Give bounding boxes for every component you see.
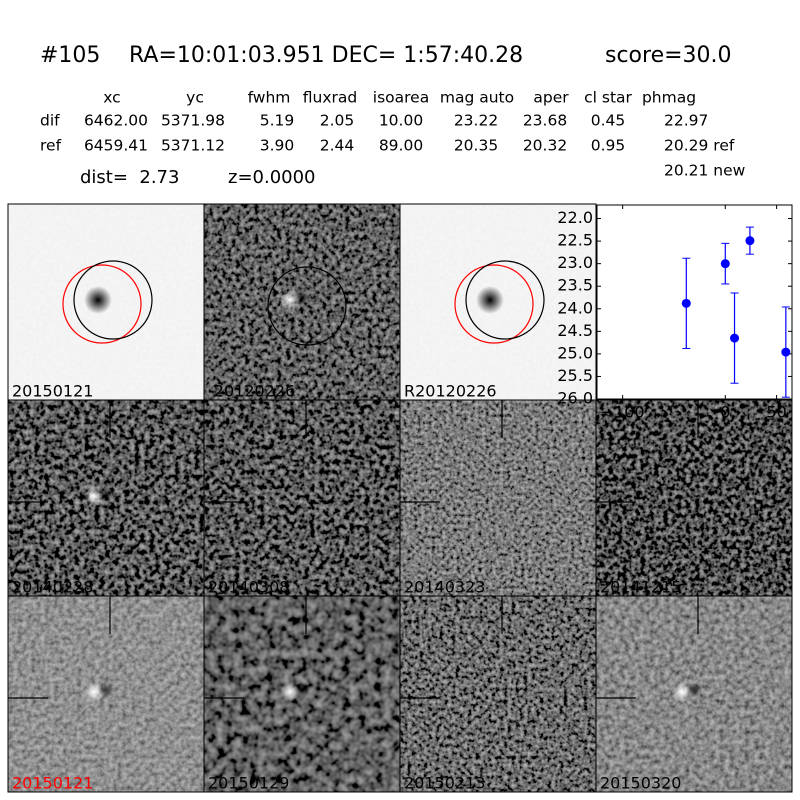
- image-panel: [400, 596, 596, 792]
- aperture-ref: [454, 264, 534, 344]
- table-cell: 0.95: [591, 137, 626, 155]
- table-cell: 6459.41: [84, 137, 148, 155]
- table-cell: 3.90: [260, 137, 295, 155]
- source-blob: [84, 286, 112, 314]
- x-tick-label: 50: [766, 403, 786, 422]
- column-header: xc: [103, 89, 120, 107]
- row-label: ref: [40, 137, 62, 155]
- panel-label: 20140228: [12, 578, 93, 597]
- data-point: [730, 333, 740, 343]
- y-tick-label: 22.0: [557, 208, 593, 227]
- panel-label: -20120226: [208, 382, 295, 401]
- column-header: aper: [533, 89, 569, 107]
- image-panel: [596, 400, 792, 596]
- table-cell: 0.45: [591, 112, 626, 130]
- column-header: phmag: [642, 89, 696, 107]
- y-tick-label: 23.0: [557, 253, 593, 272]
- panel-label: 20150121: [12, 382, 93, 401]
- column-header: yc: [186, 89, 204, 107]
- panel-label: 20150121: [12, 774, 93, 793]
- table-cell: 5371.98: [161, 112, 225, 130]
- y-tick-label: 24.0: [557, 298, 593, 317]
- table-cell: 23.68: [523, 112, 567, 130]
- panel-label: 20150129: [208, 774, 289, 793]
- plot-area: [596, 204, 793, 400]
- column-header: fwhm: [248, 89, 291, 107]
- y-tick-label: 25.0: [557, 343, 593, 362]
- y-tick-label: 22.5: [557, 231, 593, 250]
- image-panel: [204, 400, 400, 596]
- y-tick-label: 23.5: [557, 276, 593, 295]
- redshift: z=0.0000: [228, 167, 316, 188]
- aperture: [267, 266, 347, 346]
- table-cell: 5371.12: [161, 137, 225, 155]
- table-cell: 6462.00: [84, 112, 148, 130]
- data-point: [781, 347, 791, 357]
- source-shadow: [98, 486, 114, 502]
- panel-label: 20140323: [404, 578, 485, 597]
- column-header: cl star: [584, 89, 632, 107]
- table-cell: 5.19: [260, 112, 295, 130]
- source-blob: [476, 286, 504, 314]
- distance: dist= 2.73: [80, 167, 179, 188]
- row-label: dif: [40, 112, 60, 130]
- image-panel: [400, 400, 596, 596]
- source-shadow: [98, 682, 114, 698]
- column-header: mag auto: [440, 89, 514, 107]
- panel-label: 20150320: [600, 774, 681, 793]
- object-id: #105: [40, 43, 100, 68]
- table-cell: 20.29 ref: [664, 137, 735, 155]
- panel-frame: [595, 595, 793, 793]
- data-point: [681, 298, 691, 308]
- table-cell: 20.32: [523, 137, 567, 155]
- table-cell: 23.22: [454, 112, 498, 130]
- table-cell: 10.00: [379, 112, 423, 130]
- x-tick-label: −100: [601, 403, 645, 422]
- table-cell: 20.35: [454, 137, 498, 155]
- source-shadow: [294, 682, 310, 698]
- coordinates: RA=10:01:03.951 DEC= 1:57:40.28: [129, 43, 523, 68]
- y-tick-label: 25.5: [557, 366, 593, 385]
- column-header: fluxrad: [303, 89, 357, 107]
- data-point: [720, 259, 730, 269]
- y-tick-label: 26.0: [557, 389, 593, 408]
- score: score=30.0: [605, 43, 732, 68]
- x-tick-label: 0: [720, 403, 730, 422]
- aperture-ref: [62, 264, 142, 344]
- table-cell: 22.97: [664, 112, 708, 130]
- panel-label: 20150213: [404, 774, 485, 793]
- plot-marks: [681, 226, 791, 398]
- aperture: [73, 260, 153, 340]
- panel-label: R20120226: [404, 382, 497, 401]
- data-point: [745, 236, 755, 246]
- source-shadow: [686, 682, 702, 698]
- panel-label: 20140308: [208, 578, 289, 597]
- table-cell: 2.44: [320, 137, 355, 155]
- column-header: isoarea: [373, 89, 429, 107]
- table-cell: 2.05: [320, 112, 355, 130]
- table-cell: 89.00: [379, 137, 423, 155]
- table-note: 20.21 new: [664, 162, 746, 180]
- panel-label: 20141215: [600, 578, 681, 597]
- aperture: [465, 260, 545, 340]
- source-shadow: [294, 290, 310, 306]
- y-tick-label: 24.5: [557, 321, 593, 340]
